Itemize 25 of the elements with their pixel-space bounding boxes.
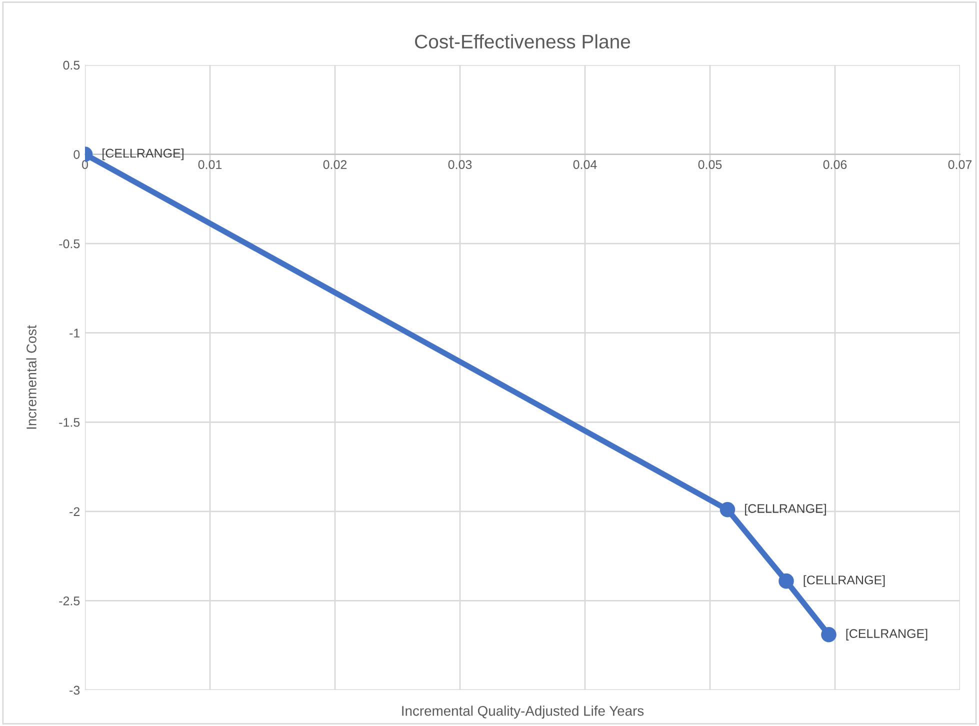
annotation: [CELLRANGE]	[745, 504, 826, 516]
y-tick-label: -1.5	[59, 418, 80, 427]
y-tick-label: -2.5	[59, 596, 80, 606]
point	[720, 502, 736, 518]
x-tick-label: 0.04	[573, 160, 597, 170]
annotation: [CELLRANGE]	[102, 148, 184, 160]
annotation: [CELLRANGE]	[804, 575, 885, 587]
y-tick-label: -2	[70, 507, 80, 516]
y-tick-label: -1	[70, 328, 80, 338]
x-tick-label: 0.05	[698, 160, 722, 170]
x-tick-label: 0.01	[198, 160, 222, 170]
annotation: [CELLRANGE]	[846, 628, 928, 640]
chart-title: Cost-Effectiveness Plane	[415, 34, 630, 49]
y-tick-label: 0	[74, 150, 80, 159]
y-tick-label: -3	[70, 686, 80, 695]
point	[821, 627, 836, 642]
x-tick-label: 0.03	[448, 160, 472, 170]
y-tick-label: 0.5	[63, 60, 80, 70]
y-tick-label: -0.5	[59, 239, 80, 248]
x-tick-label: 0.02	[323, 160, 347, 170]
x-axis-title: Incremental Quality-Adjusted Life Years	[402, 706, 644, 719]
x-tick-label: 0.07	[948, 160, 972, 170]
point	[778, 573, 794, 589]
y-axis-title: Incremental Cost	[26, 325, 36, 429]
x-tick-label: 0.06	[823, 160, 847, 170]
